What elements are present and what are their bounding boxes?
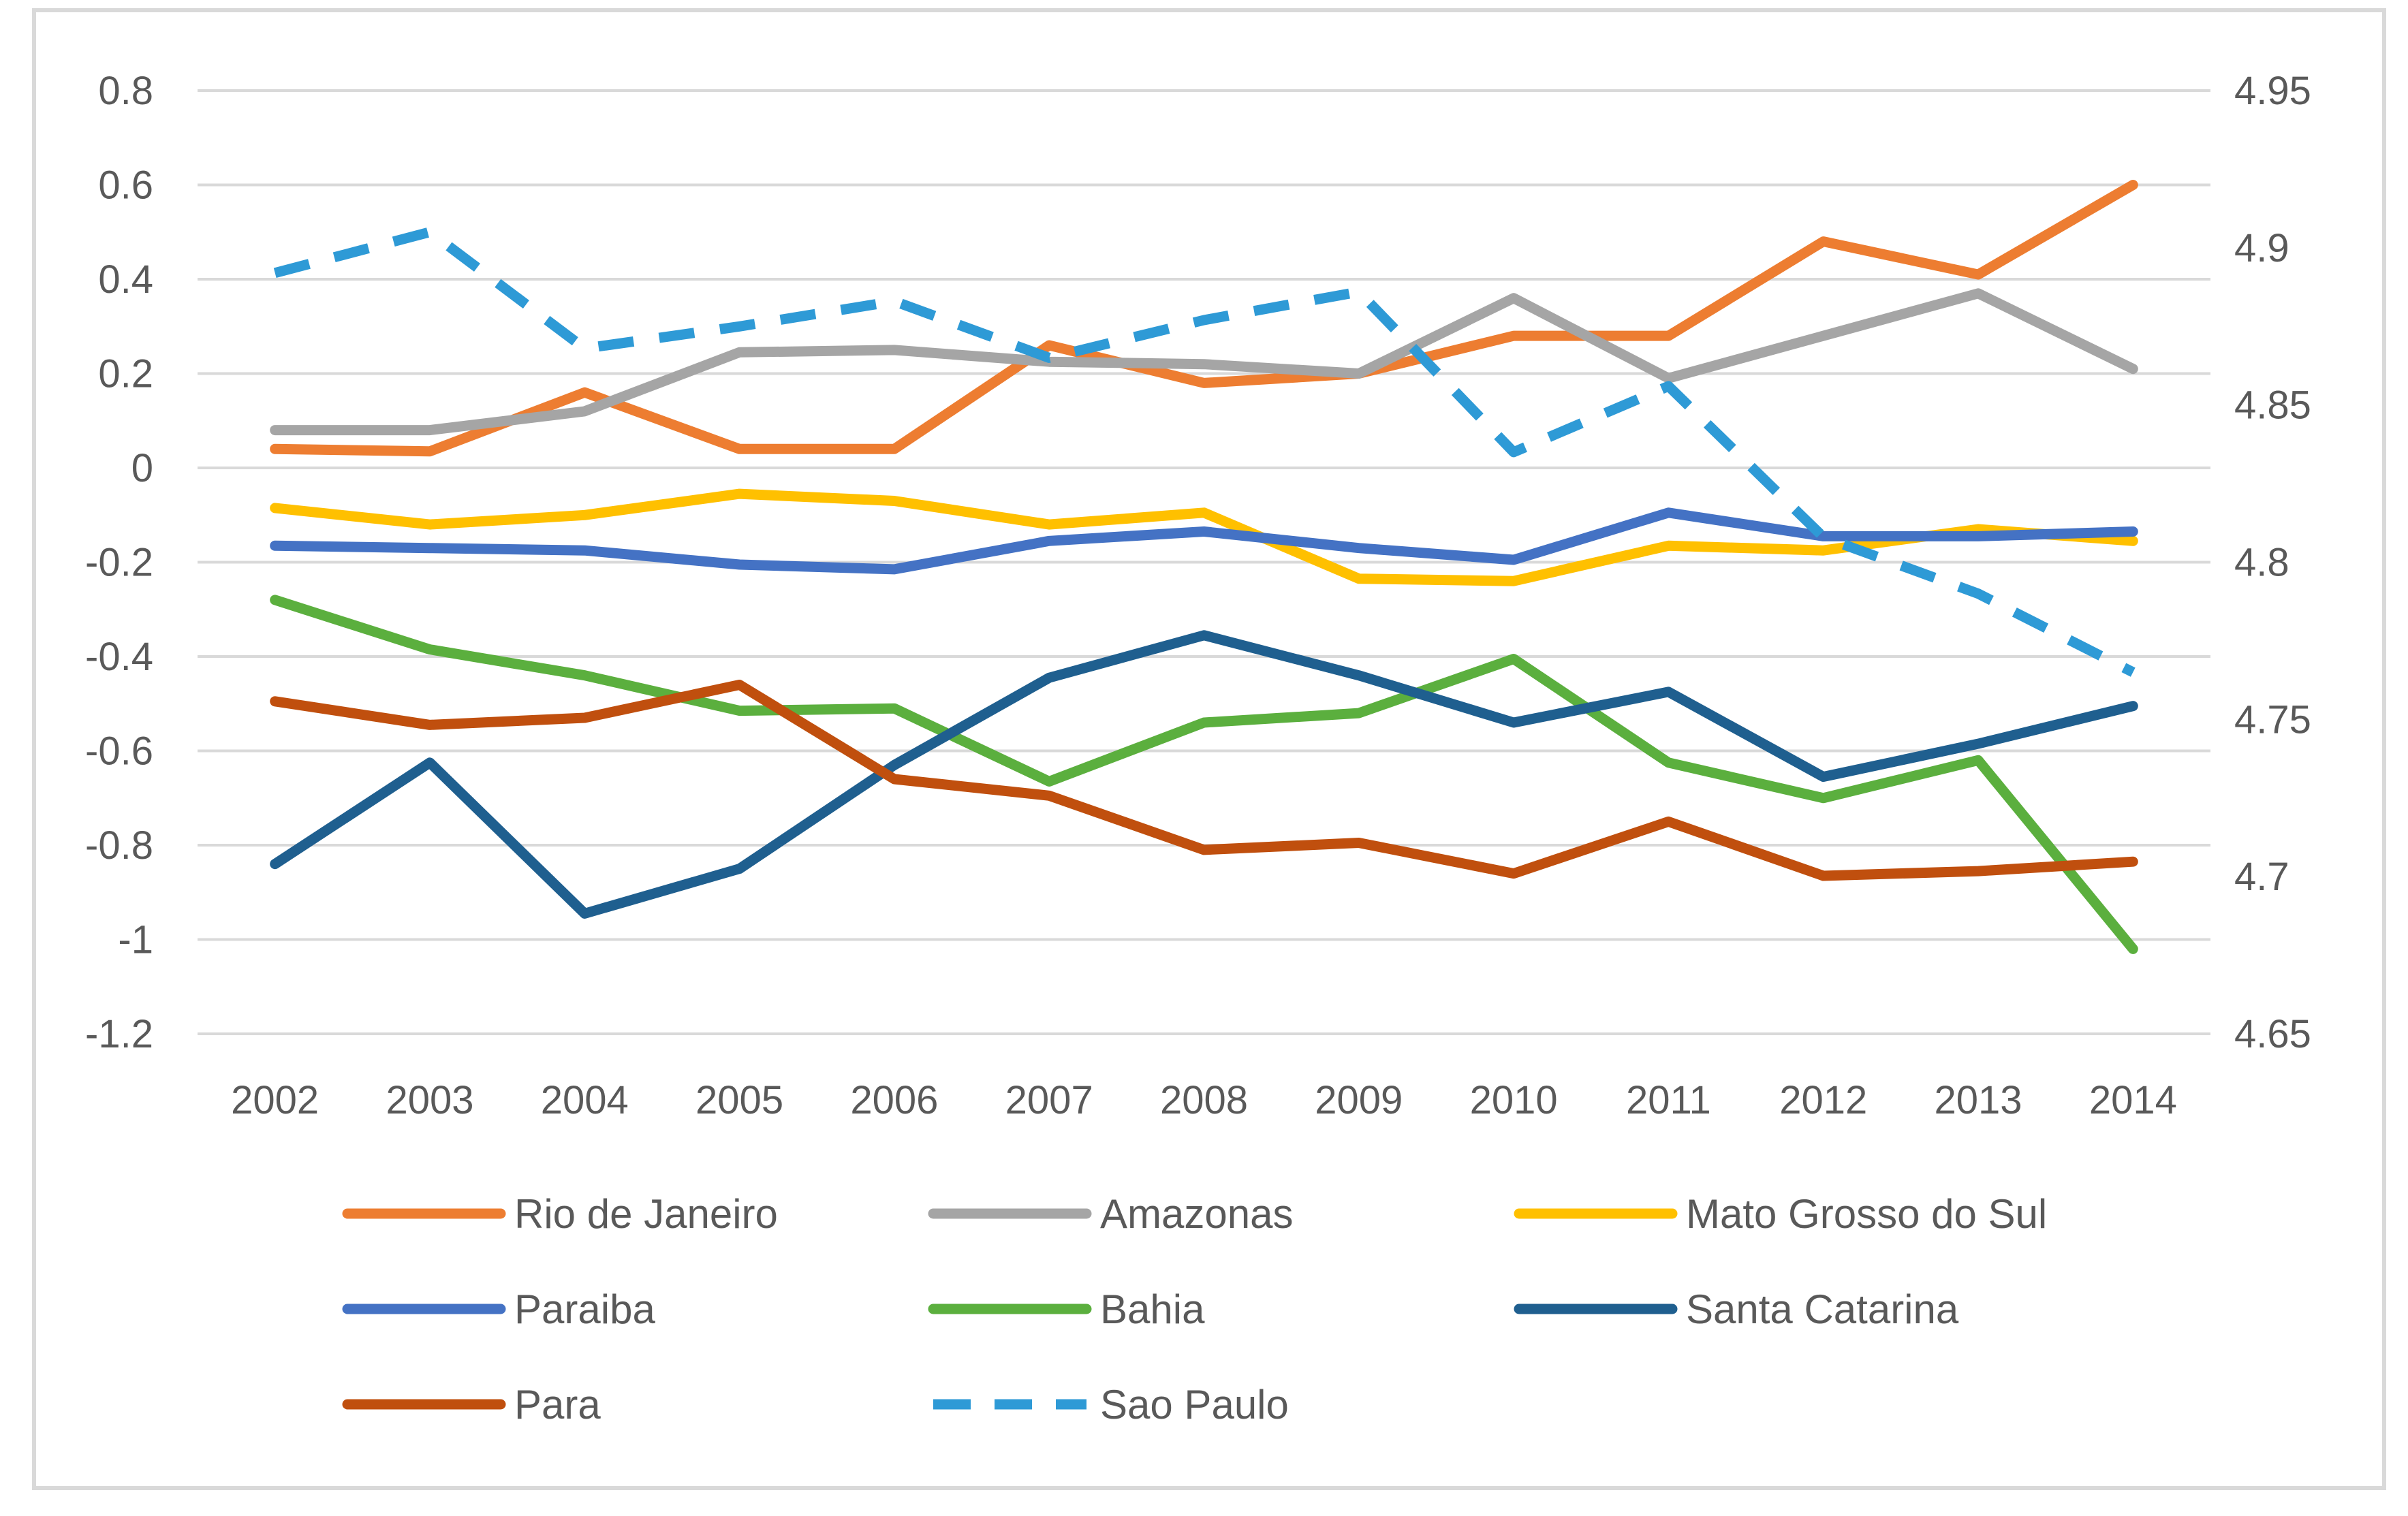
left-tick-label: -0.2 (85, 541, 153, 585)
legend-label: Sao Paulo (1100, 1382, 1289, 1427)
series-line-amazonas (270, 288, 2138, 436)
x-tick-label: 2007 (1005, 1078, 1093, 1122)
right-tick-label: 4.85 (2234, 383, 2311, 428)
legend-label: Rio de Janeiro (514, 1191, 778, 1237)
left-tick-label: -1.2 (85, 1012, 153, 1056)
legend-label: Amazonas (1100, 1191, 1293, 1237)
left-tick-label: -1 (118, 918, 153, 962)
legend-item: Mato Grosso do Sul (1514, 1191, 2047, 1237)
x-tick-label: 2002 (231, 1078, 319, 1122)
chart-border (32, 8, 2386, 1490)
series-lines (270, 180, 2138, 954)
legend: Rio de Janeiro Amazonas Mato Grosso do Sul… (342, 1191, 2047, 1427)
legend-item: Sao Paulo (933, 1382, 1289, 1427)
x-tick-label: 2004 (541, 1078, 629, 1122)
series-line-para (270, 680, 2138, 881)
left-tick-label: 0.8 (98, 69, 153, 113)
right-tick-label: 4.9 (2234, 226, 2289, 270)
series-line-rio-de-janeiro (270, 180, 2138, 457)
x-axis: 2002 2003 2004 2005 2006 2007 2008 2009 2010 2011… (231, 1078, 2177, 1122)
series-line-sao-paulo (273, 227, 2136, 677)
right-tick-label: 4.8 (2234, 541, 2289, 585)
legend-item: Paraiba (342, 1286, 655, 1332)
legend-item: Santa Catarina (1514, 1286, 1959, 1332)
left-y-axis: 0.8 0.6 0.4 0.2 0 -0.2 -0.4 -0.6 -0.8 -1 -1.2 (85, 69, 153, 1056)
right-y-axis: 4.95 4.9 4.85 4.8 4.75 4.7 4.65 (2234, 69, 2311, 1056)
x-tick-label: 2003 (386, 1078, 473, 1122)
right-tick-label: 4.7 (2234, 855, 2289, 899)
legend-item: Amazonas (928, 1191, 1293, 1237)
right-tick-label: 4.95 (2234, 69, 2311, 113)
series-line-mato-grosso-do-sul (270, 488, 2138, 586)
x-tick-label: 2013 (1935, 1078, 2022, 1122)
x-tick-label: 2012 (1779, 1078, 1867, 1122)
right-tick-label: 4.65 (2234, 1012, 2311, 1056)
legend-label: Santa Catarina (1686, 1286, 1959, 1332)
x-tick-label: 2005 (695, 1078, 783, 1122)
legend-item: Para (342, 1382, 601, 1427)
x-tick-label: 2009 (1315, 1078, 1403, 1122)
x-tick-label: 2011 (1626, 1078, 1711, 1122)
left-tick-label: -0.6 (85, 729, 153, 774)
legend-label: Mato Grosso do Sul (1686, 1191, 2047, 1237)
legend-item: Rio de Janeiro (342, 1191, 778, 1237)
legend-item: Bahia (928, 1286, 1205, 1332)
series-line-bahia (270, 595, 2138, 954)
series-line-paraiba (270, 507, 2138, 575)
x-tick-label: 2006 (850, 1078, 938, 1122)
legend-label: Paraiba (514, 1286, 655, 1332)
left-tick-label: 0.2 (98, 352, 153, 396)
x-tick-label: 2008 (1160, 1078, 1248, 1122)
left-tick-label: 0 (131, 446, 153, 490)
x-tick-label: 2014 (2089, 1078, 2177, 1122)
left-tick-label: -0.4 (85, 635, 153, 679)
legend-label: Bahia (1100, 1286, 1205, 1332)
x-tick-label: 2010 (1470, 1078, 1558, 1122)
left-tick-label: -0.8 (85, 823, 153, 868)
left-tick-label: 0.4 (98, 257, 153, 302)
legend-label: Para (514, 1382, 601, 1427)
series-line-santa-catarina (270, 630, 2138, 919)
right-tick-label: 4.75 (2234, 697, 2311, 742)
left-tick-label: 0.6 (98, 163, 153, 208)
